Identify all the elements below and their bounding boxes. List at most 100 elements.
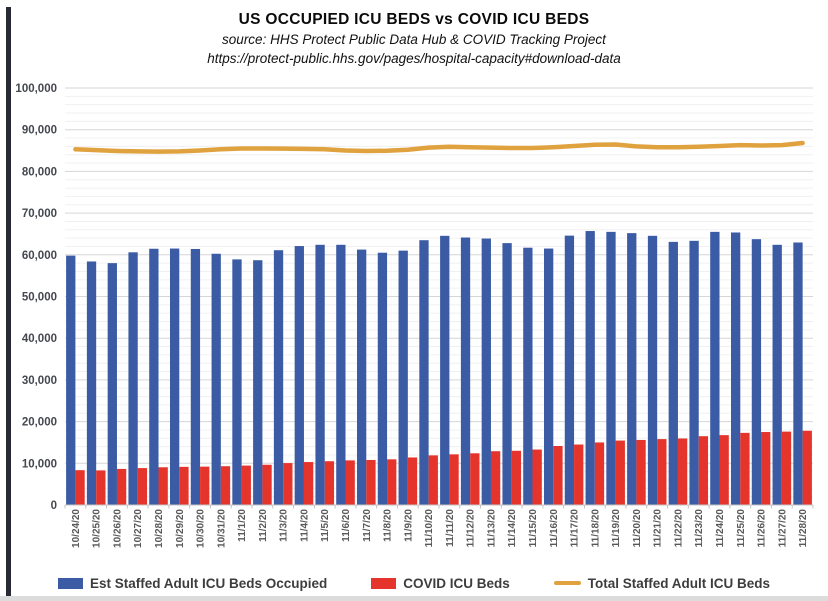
bar-occupied — [627, 233, 637, 505]
bar-covid — [324, 461, 335, 505]
bar-covid — [283, 463, 293, 505]
bar-occupied — [336, 244, 346, 506]
chart-source-line: source: HHS Protect Public Data Hub & CO… — [222, 32, 606, 47]
bar-occupied — [668, 241, 678, 506]
bar-occupied — [793, 242, 803, 505]
x-axis-label: 10/24/20 — [71, 509, 82, 548]
bar-occupied — [772, 244, 782, 506]
x-axis-label: 11/24/20 — [715, 509, 726, 548]
legend-item-total: Total Staffed Adult ICU Beds — [553, 575, 771, 591]
x-axis-label: 11/1/20 — [237, 509, 248, 542]
x-axis-label: 11/7/20 — [362, 509, 373, 542]
y-axis-label: 50,000 — [22, 292, 57, 304]
chart-title: US OCCUPIED ICU BEDS vs COVID ICU BEDS — [238, 11, 590, 28]
bar-covid — [158, 467, 168, 505]
x-axis-label: 11/2/20 — [258, 509, 269, 542]
legend-label-total: Total Staffed Adult ICU Beds — [587, 575, 771, 591]
bar-covid — [366, 459, 376, 505]
bar-occupied — [647, 235, 658, 505]
legend-swatch-covid — [371, 577, 397, 589]
y-axis-label: 80,000 — [22, 166, 57, 178]
bar-occupied — [585, 231, 595, 505]
bar-occupied — [315, 244, 325, 506]
x-axis-label: 11/14/20 — [507, 509, 518, 548]
x-axis-label: 11/16/20 — [549, 509, 560, 548]
y-axis-label: 40,000 — [22, 333, 57, 345]
chart-legend: Est Staffed Adult ICU Beds Occupied COVI… — [0, 570, 828, 596]
x-axis-label: 11/26/20 — [757, 509, 768, 548]
bar-occupied — [86, 261, 97, 505]
bar-occupied — [502, 243, 512, 505]
x-axis-label: 10/28/20 — [154, 509, 165, 548]
x-axis-label: 10/30/20 — [196, 509, 207, 548]
bar-covid — [179, 466, 189, 505]
bar-covid — [511, 450, 522, 505]
x-axis-label: 11/12/20 — [466, 509, 477, 548]
bar-occupied — [377, 252, 388, 505]
bar-covid — [75, 470, 85, 505]
x-axis-label: 11/9/20 — [403, 509, 414, 542]
bar-covid — [407, 457, 418, 505]
x-axis-label: 11/23/20 — [694, 509, 705, 548]
x-axis-label: 11/18/20 — [590, 509, 601, 548]
bar-covid — [387, 459, 397, 505]
bar-covid — [636, 439, 646, 505]
y-axis-label: 60,000 — [22, 250, 57, 262]
legend-label-covid: COVID ICU Beds — [403, 575, 510, 591]
bar-occupied — [190, 248, 201, 505]
bar-covid — [303, 462, 314, 505]
y-axis-label: 90,000 — [22, 125, 57, 137]
bar-occupied — [440, 235, 450, 505]
bar-covid — [532, 449, 542, 505]
bar-covid — [594, 442, 605, 505]
y-axis-label: 70,000 — [22, 208, 57, 220]
left-edge-strip — [6, 7, 11, 601]
bar-occupied — [689, 240, 699, 505]
bar-covid — [761, 432, 771, 505]
x-axis-label: 11/5/20 — [320, 509, 331, 542]
bar-occupied — [543, 248, 554, 506]
bar-covid — [719, 435, 729, 505]
bar-occupied — [149, 248, 159, 506]
x-axis-label: 10/27/20 — [133, 509, 144, 548]
x-axis-label: 11/15/20 — [528, 509, 539, 548]
bar-occupied — [356, 249, 367, 505]
chart-header: US OCCUPIED ICU BEDS vs COVID ICU BEDS s… — [0, 10, 828, 68]
legend-item-covid: COVID ICU Beds — [371, 576, 510, 591]
bar-occupied — [294, 246, 304, 505]
bar-occupied — [481, 238, 491, 506]
bar-occupied — [523, 247, 533, 505]
y-axis-label: 20,000 — [22, 417, 57, 429]
bar-covid — [574, 444, 584, 505]
total-staffed-line — [73, 140, 805, 154]
bar-covid — [490, 451, 501, 505]
x-axis-label: 11/19/20 — [611, 509, 622, 548]
x-axis-label: 11/11/20 — [445, 509, 456, 547]
bar-covid — [137, 468, 148, 505]
bar-covid — [657, 439, 667, 505]
bar-occupied — [128, 252, 138, 505]
bar-covid — [802, 430, 812, 505]
x-axis-label: 10/31/20 — [216, 509, 227, 548]
x-axis-label: 11/3/20 — [279, 509, 290, 542]
bar-occupied — [460, 237, 471, 505]
bar-covid — [200, 466, 210, 505]
bar-covid — [698, 436, 709, 505]
x-axis-label: 11/13/20 — [486, 509, 497, 548]
x-axis-label: 11/21/20 — [653, 509, 664, 548]
x-axis-label: 11/6/20 — [341, 509, 352, 542]
bottom-edge-strip — [0, 596, 828, 601]
bar-covid — [241, 465, 251, 505]
legend-swatch-occupied — [57, 577, 83, 589]
bar-covid — [740, 432, 750, 505]
x-axis-label: 11/10/20 — [424, 509, 435, 548]
bar-covid — [470, 453, 480, 505]
legend-swatch-total-line — [553, 580, 581, 586]
bar-occupied — [66, 255, 76, 505]
x-axis-label: 11/25/20 — [736, 509, 747, 548]
bar-occupied — [211, 253, 221, 505]
x-axis-label: 11/4/20 — [299, 509, 310, 542]
y-axis-label: 100,000 — [15, 83, 57, 95]
x-axis-label: 11/22/20 — [673, 509, 684, 548]
bar-occupied — [730, 232, 741, 506]
